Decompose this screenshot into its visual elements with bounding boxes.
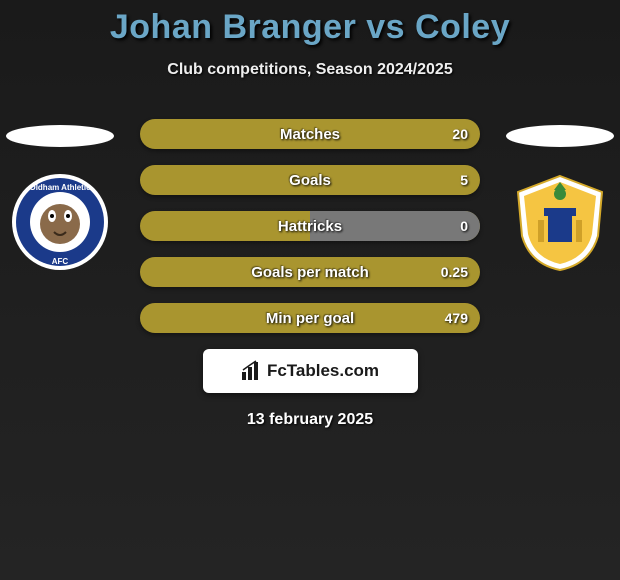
subtitle: Club competitions, Season 2024/2025 bbox=[0, 61, 620, 79]
stat-label: Hattricks bbox=[140, 211, 480, 241]
stat-value-right: 0.25 bbox=[441, 257, 468, 287]
stat-value-right: 20 bbox=[452, 119, 468, 149]
bars-icon bbox=[241, 360, 263, 382]
stat-row: Goals5 bbox=[140, 165, 480, 195]
stat-value-right: 5 bbox=[460, 165, 468, 195]
brand-label: FcTables.com bbox=[267, 361, 379, 381]
club-crest-left: Oldham Athletic AFC bbox=[10, 172, 110, 272]
stat-row: Goals per match0.25 bbox=[140, 257, 480, 287]
stat-row: Matches20 bbox=[140, 119, 480, 149]
stat-label: Min per goal bbox=[140, 303, 480, 333]
svg-text:AFC: AFC bbox=[52, 257, 69, 266]
player-photo-left bbox=[6, 125, 114, 147]
shield-icon: Oldham Athletic AFC bbox=[10, 172, 110, 272]
stat-label: Goals per match bbox=[140, 257, 480, 287]
player-photo-right bbox=[506, 125, 614, 147]
stat-label: Matches bbox=[140, 119, 480, 149]
stat-row: Hattricks0 bbox=[140, 211, 480, 241]
stats-list: Matches20 Goals5 Hattricks0 Goals per match… bbox=[140, 119, 480, 333]
page-title: Johan Branger vs Coley bbox=[0, 0, 620, 47]
date-label: 13 february 2025 bbox=[0, 411, 620, 429]
stat-value-right: 0 bbox=[460, 211, 468, 241]
brand-box[interactable]: FcTables.com bbox=[203, 349, 418, 393]
shield-icon bbox=[510, 172, 610, 272]
club-crest-right bbox=[510, 172, 610, 272]
stat-label: Goals bbox=[140, 165, 480, 195]
stat-row: Min per goal479 bbox=[140, 303, 480, 333]
stat-value-right: 479 bbox=[445, 303, 468, 333]
svg-text:Oldham Athletic: Oldham Athletic bbox=[29, 183, 91, 192]
